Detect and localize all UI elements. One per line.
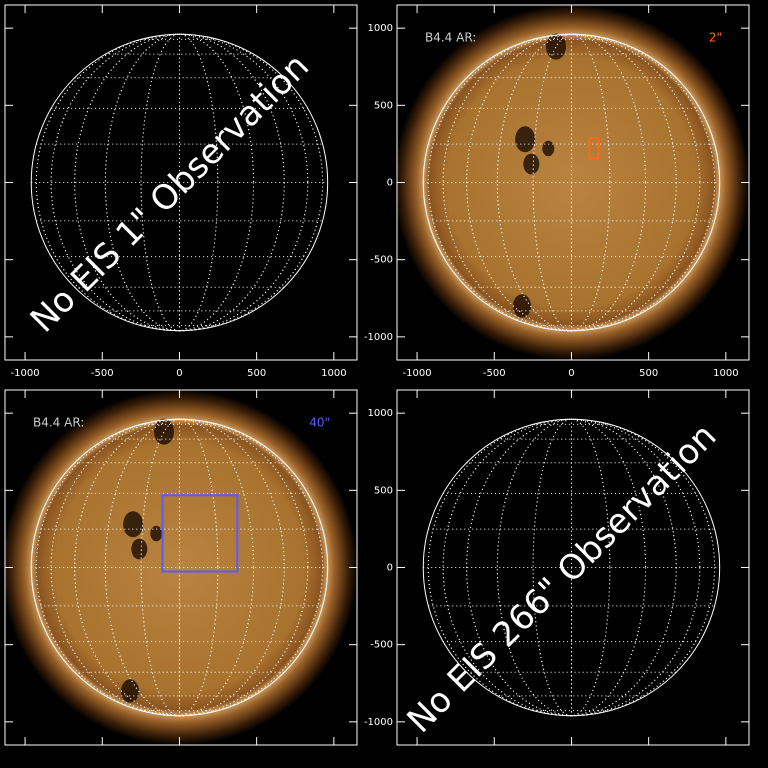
longitude-line: [104, 33, 255, 332]
y-tick-label: -1000: [364, 717, 393, 728]
x-tick-label: 0: [568, 368, 574, 379]
sun-spot: [154, 418, 175, 445]
sun-spot: [515, 126, 536, 153]
y-tick-label: 500: [374, 485, 393, 496]
x-tick-label: 1000: [321, 368, 346, 379]
limb: [422, 33, 721, 332]
sun-spot: [542, 140, 555, 157]
sun-spot: [131, 538, 148, 560]
fov-box: [161, 494, 239, 573]
sun-spot: [513, 294, 532, 318]
sun-image: [397, 5, 749, 360]
y-tick-label: 1000: [368, 408, 393, 419]
panel-label: B4.4 AR:: [425, 31, 476, 45]
x-tick-label: -1000: [11, 368, 40, 379]
y-tick-label: 0: [387, 178, 393, 189]
sun-spot: [150, 525, 163, 542]
panel-label: B4.4 AR:: [33, 416, 84, 430]
panel-body: [422, 418, 721, 717]
y-tick-label: 500: [374, 100, 393, 111]
limb: [30, 418, 329, 717]
y-tick-label: 1000: [368, 23, 393, 34]
panel-body: [30, 33, 329, 332]
y-tick-label: -500: [370, 255, 393, 266]
limb: [30, 33, 329, 332]
longitude-line: [104, 418, 255, 717]
panel-body: [5, 390, 357, 745]
panel-body: [397, 5, 749, 360]
x-tick-label: -500: [91, 368, 114, 379]
size-label: 2": [709, 31, 722, 45]
fov-box: [588, 137, 600, 160]
longitude-line: [496, 33, 647, 332]
sun-spot: [546, 33, 567, 60]
y-tick-label: -1000: [364, 332, 393, 343]
panel: -1000 -500 0 500 1000 -1000 -500 0 500 1000 B4.4 A…: [364, 4, 750, 379]
longitude-line: [140, 33, 219, 332]
longitude-line: [496, 418, 647, 717]
sun-spot: [523, 153, 540, 175]
y-tick-label: -500: [370, 640, 393, 651]
x-tick-label: 1000: [713, 368, 738, 379]
sun-spot: [121, 679, 140, 703]
x-tick-label: 500: [639, 368, 658, 379]
y-tick-label: 0: [387, 563, 393, 574]
sun-spot: [123, 511, 144, 538]
x-tick-label: 500: [247, 368, 266, 379]
sun-image: [5, 390, 357, 745]
panel: B4.4 AR: 40": [4, 389, 358, 746]
limb: [422, 418, 721, 717]
longitude-line: [140, 418, 219, 717]
x-tick-label: 0: [176, 368, 182, 379]
x-tick-label: -1000: [403, 368, 432, 379]
x-tick-label: -500: [483, 368, 506, 379]
size-label: 40": [309, 416, 330, 430]
